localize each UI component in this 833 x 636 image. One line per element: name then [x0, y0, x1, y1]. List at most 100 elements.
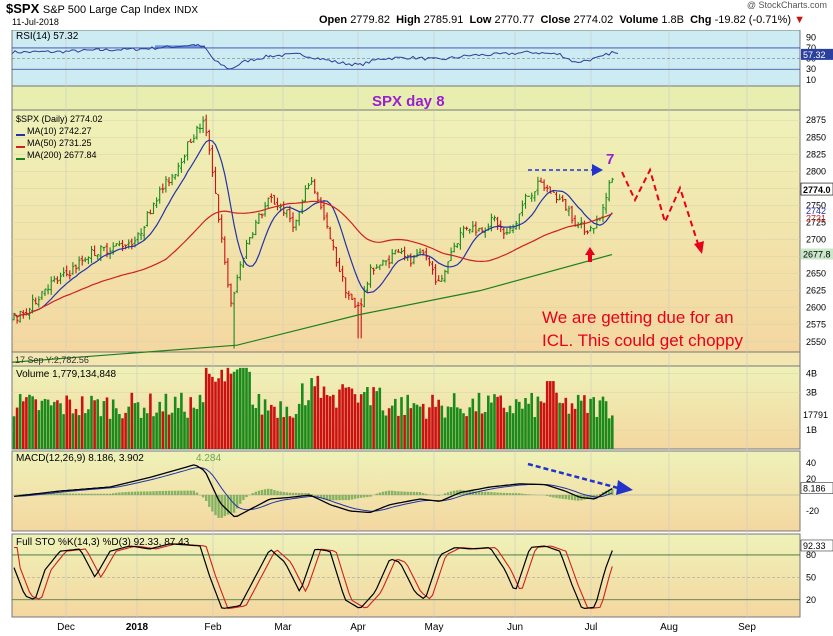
volume-bar [142, 407, 146, 449]
ohlc-bar [390, 248, 394, 265]
macd-hist-bar [46, 493, 50, 495]
volume-bar [22, 401, 25, 449]
price-tick-label: 2750 [806, 200, 826, 210]
macd-hist-bar [403, 491, 406, 495]
ohlc-bar [558, 194, 562, 201]
macd-hist-bar [288, 492, 292, 495]
ohlc-bar [493, 215, 496, 222]
ohlc-bar [356, 301, 360, 339]
volume-bar [127, 406, 130, 449]
x-tick-label: May [425, 622, 444, 633]
ohlc-bar [458, 227, 462, 250]
ohlc-bar [37, 296, 41, 308]
ohlc-bar [220, 214, 224, 243]
volume-bar [34, 399, 37, 449]
sto-badge-bg [800, 539, 833, 552]
volume-bar [211, 376, 214, 449]
macd-hist-bar [183, 490, 186, 495]
ohlc-bar [266, 197, 270, 209]
volume-bar [84, 413, 87, 449]
ohlc-bar [217, 194, 221, 223]
ohlc-bar [93, 245, 97, 257]
ohlc-bar [71, 262, 75, 275]
ohlc-bar [238, 261, 242, 281]
volume-bar [598, 400, 602, 449]
macd-hist-bar [254, 491, 257, 495]
volume-bar [313, 386, 316, 449]
ohlc-bar [86, 256, 90, 265]
macd-hist-bar [273, 490, 276, 495]
volume-bar [440, 405, 444, 449]
volume-bar [319, 397, 323, 449]
note-line1: We are getting due for an [542, 308, 734, 327]
volume-bar [87, 409, 90, 449]
macd-hist-bar [270, 488, 273, 495]
macd-hist-bar [245, 495, 248, 498]
macd-hist-bar [146, 491, 149, 495]
macd-hist-bar [226, 495, 230, 515]
x-tick-label: Apr [350, 622, 366, 633]
volume-bar [471, 398, 475, 449]
macd-hist-bar [397, 491, 400, 495]
volume-bar [542, 402, 546, 449]
macd-hist-bar [87, 493, 90, 495]
price-bars [12, 114, 614, 349]
macd-hist-bar [570, 495, 574, 501]
macd-tick-label: 40 [806, 458, 816, 468]
ohlc-bar [285, 209, 289, 218]
volume-bar [214, 381, 217, 449]
macd-badge-bg [800, 482, 833, 494]
ohlc-bar [331, 239, 335, 251]
macd-hist-bar [456, 490, 459, 495]
ohlc-bar [539, 177, 543, 183]
volume-bar [521, 408, 524, 449]
volume-bar [527, 403, 530, 449]
macd-divergence-line [527, 462, 623, 491]
ohlc-bar [359, 298, 363, 339]
volume-bar [328, 396, 332, 449]
macd-hist-bar [493, 492, 496, 495]
ohlc-bar [83, 257, 87, 263]
volume-bar [28, 394, 31, 449]
macd-hist-bar [65, 493, 68, 495]
price-tick-label: 2825 [806, 149, 826, 159]
macd-hist-bar [118, 492, 121, 495]
ohlc-bar [269, 193, 273, 203]
ohlc-bar [474, 221, 478, 236]
volume-bar [173, 396, 177, 449]
volume-bar [434, 406, 437, 449]
macd-histogram [15, 488, 614, 518]
price-legend-item: MA(200) 2677.84 [27, 150, 97, 160]
ohlc-bar [545, 184, 549, 193]
volume-bar [480, 413, 484, 449]
volume-bar [409, 408, 413, 449]
ohlc-bar [229, 283, 233, 307]
volume-bar [372, 387, 375, 449]
macd-hist-bar [406, 491, 409, 495]
x-tick-label: Jul [585, 622, 598, 633]
ohlc-bar [334, 246, 338, 267]
macd-divergence-arrowhead [616, 480, 633, 495]
macd-hist-bar [449, 491, 453, 495]
macd-hist-bar [564, 495, 567, 500]
macd-hist-bar [549, 495, 552, 497]
ohlc-bar [325, 212, 329, 229]
volume-tick-label: 3B [806, 387, 817, 397]
macd-hist-bar [192, 490, 195, 495]
ohlc-bar [375, 264, 379, 269]
volume-bar [251, 404, 254, 449]
volume-bar [65, 395, 68, 449]
macd-hist-bar [170, 490, 174, 495]
ohlc-bar [210, 145, 214, 177]
chart-date: 11-Jul-2018 [12, 17, 59, 27]
macd-hist-bar [353, 495, 357, 499]
price-tick-label: 2600 [806, 303, 826, 313]
volume-bar [158, 401, 161, 449]
volume-bar [459, 408, 462, 449]
macd-hist-bar [291, 492, 295, 495]
ohlc-bar [313, 178, 317, 194]
volume-bar [111, 399, 115, 449]
ohlc-bar [257, 212, 261, 224]
rsi-tick-label: 10 [806, 75, 816, 85]
macd-hist-bar [573, 495, 577, 501]
